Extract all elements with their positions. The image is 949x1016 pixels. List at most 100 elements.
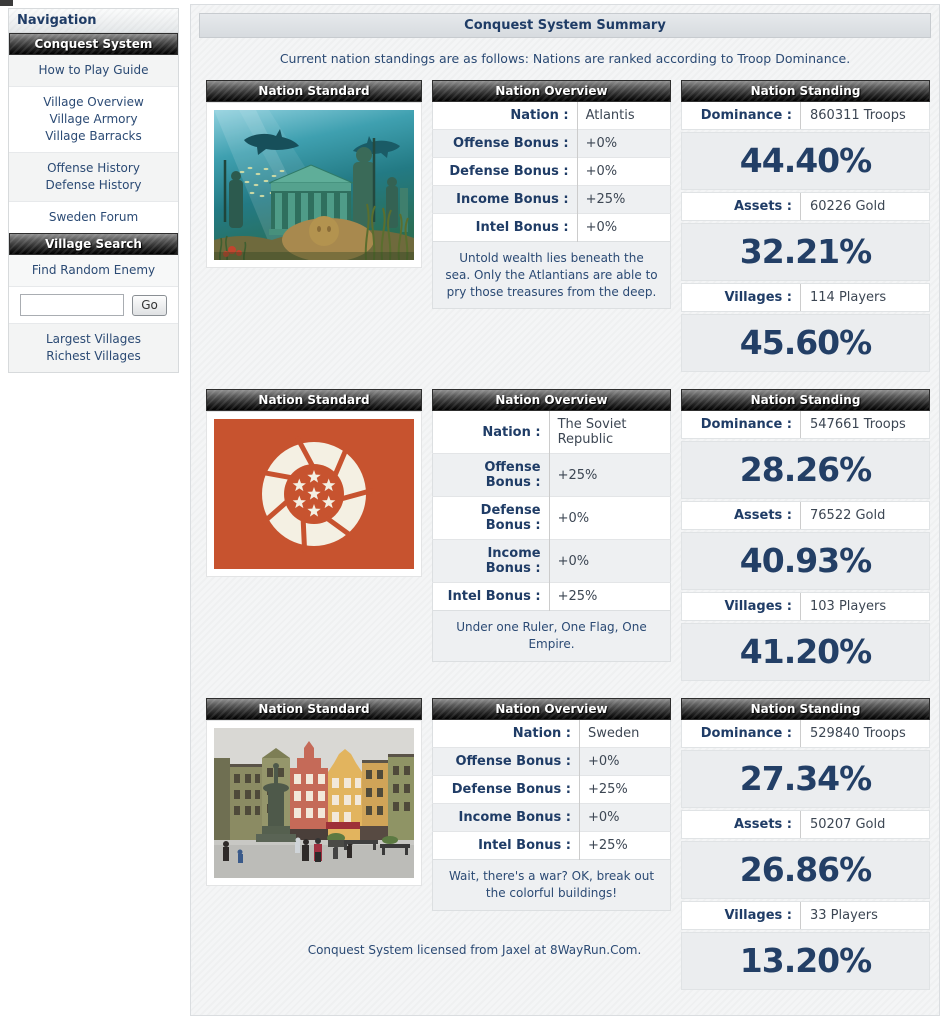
defense-bonus-value: +0%: [577, 157, 671, 186]
dominance-label: Dominance :: [682, 720, 801, 747]
sidebar-item-find-random-enemy[interactable]: Find Random Enemy: [9, 255, 178, 286]
nation-row-soviet-republic: Nation Standard: [206, 389, 931, 681]
sidebar-group-village-links: Village Overview Village Armory Village …: [9, 86, 178, 152]
assets-label: Assets :: [682, 193, 801, 220]
summary-subtitle: Current nation standings are as follows:…: [279, 51, 851, 66]
offense-bonus-label: Offense Bonus :: [432, 747, 580, 776]
villages-row: Villages : 114 Players: [681, 283, 930, 312]
dominance-value: 529840 Troops: [810, 726, 906, 741]
navigation-sidebar: Navigation Conquest System How to Play G…: [8, 8, 179, 373]
intel-bonus-value: +0%: [577, 213, 671, 242]
nation-label: Nation :: [432, 411, 550, 454]
nation-standing-header: Nation Standing: [681, 389, 930, 411]
offense-bonus-value: +0%: [577, 129, 671, 158]
sidebar-title: Navigation: [9, 9, 178, 33]
offense-history-link[interactable]: Offense History: [47, 161, 140, 175]
village-armory-link[interactable]: Village Armory: [49, 112, 138, 126]
dominance-row: Dominance : 860311 Troops: [681, 102, 930, 130]
defense-history-link[interactable]: Defense History: [45, 178, 142, 192]
villages-percentage: 13.20%: [681, 932, 930, 990]
nation-label: Nation :: [432, 720, 580, 748]
nation-standard-header: Nation Standard: [206, 80, 422, 102]
page-title: Conquest System Summary: [199, 13, 931, 38]
assets-percentage: 32.21%: [681, 223, 930, 281]
nation-standing-header: Nation Standing: [681, 698, 930, 720]
standard-panel: Nation Standard: [206, 698, 422, 886]
villages-percentage: 45.60%: [681, 314, 930, 372]
page-corner-notch: [0, 0, 13, 6]
assets-label: Assets :: [682, 502, 801, 529]
sidebar-item-how-to-play[interactable]: How to Play Guide: [9, 55, 178, 86]
offense-bonus-label: Offense Bonus :: [432, 129, 578, 158]
income-bonus-value: +0%: [579, 803, 671, 832]
soviet-republic-standard-image: [206, 411, 422, 577]
standing-panel: Nation Standing Dominance : 860311 Troop…: [681, 80, 930, 372]
assets-label: Assets :: [682, 811, 801, 838]
assets-row: Assets : 60226 Gold: [681, 192, 930, 221]
assets-value: 76522 Gold: [810, 508, 886, 523]
conquest-summary-panel: Conquest System Summary Current nation s…: [190, 4, 940, 1016]
orange-aperture-stars-flag: [214, 419, 414, 569]
nation-standard-header: Nation Standard: [206, 389, 422, 411]
dominance-value: 547661 Troops: [810, 417, 906, 432]
income-bonus-label: Income Bonus :: [432, 539, 550, 583]
nation-value: Sweden: [587, 726, 640, 741]
overview-panel: Nation Overview Nation : The Soviet Repub…: [432, 389, 671, 662]
sidebar-item-forum[interactable]: Sweden Forum: [9, 201, 178, 233]
nation-value: The Soviet Republic: [557, 417, 627, 447]
villages-value: 114 Players: [810, 290, 887, 305]
search-go-button[interactable]: Go: [132, 294, 167, 316]
find-random-enemy-link[interactable]: Find Random Enemy: [31, 263, 156, 277]
nation-description: Under one Ruler, One Flag, One Empire.: [432, 610, 671, 662]
intel-bonus-label: Intel Bonus :: [432, 831, 580, 860]
largest-villages-link[interactable]: Largest Villages: [45, 332, 142, 346]
atlantis-standard-image: [206, 102, 422, 268]
villages-row: Villages : 33 Players: [681, 901, 930, 930]
nation-overview-table: Nation : Sweden Offense Bonus : +0% Defens…: [432, 720, 671, 911]
assets-value: 50207 Gold: [810, 817, 886, 832]
nation-overview-table: Nation : Atlantis Offense Bonus : +0% Defe…: [432, 102, 671, 310]
intel-bonus-label: Intel Bonus :: [432, 582, 550, 611]
defense-bonus-value: +25%: [579, 775, 671, 804]
sweden-forum-link[interactable]: Sweden Forum: [48, 210, 139, 224]
how-to-play-link[interactable]: How to Play Guide: [38, 63, 149, 77]
nation-description: Wait, there's a war? OK, break out the c…: [432, 859, 671, 911]
dominance-label: Dominance :: [682, 102, 801, 129]
defense-bonus-value: +0%: [549, 496, 671, 540]
assets-value: 60226 Gold: [810, 199, 886, 214]
sidebar-section-village-search: Village Search: [9, 233, 178, 255]
overview-panel: Nation Overview Nation : Atlantis Offense…: [432, 80, 671, 310]
nation-standard-header: Nation Standard: [206, 698, 422, 720]
defense-bonus-label: Defense Bonus :: [432, 496, 550, 540]
income-bonus-value: +0%: [549, 539, 671, 583]
dominance-percentage: 27.34%: [681, 750, 930, 808]
village-barracks-link[interactable]: Village Barracks: [45, 129, 142, 143]
villages-label: Villages :: [682, 284, 801, 311]
assets-percentage: 40.93%: [681, 532, 930, 590]
nation-value: Atlantis: [585, 108, 635, 123]
dominance-row: Dominance : 529840 Troops: [681, 720, 930, 748]
villages-percentage: 41.20%: [681, 623, 930, 681]
village-search-form: Go: [9, 286, 178, 323]
standard-panel: Nation Standard: [206, 80, 422, 268]
offense-bonus-value: +25%: [549, 453, 671, 497]
village-search-input[interactable]: [20, 294, 125, 316]
assets-row: Assets : 76522 Gold: [681, 501, 930, 530]
villages-row: Villages : 103 Players: [681, 592, 930, 621]
richest-villages-link[interactable]: Richest Villages: [46, 349, 141, 363]
income-bonus-value: +25%: [577, 185, 671, 214]
intel-bonus-label: Intel Bonus :: [432, 213, 578, 242]
dominance-percentage: 28.26%: [681, 441, 930, 499]
standard-panel: Nation Standard: [206, 389, 422, 577]
sidebar-section-conquest-system: Conquest System: [9, 33, 178, 55]
nation-description: Untold wealth lies beneath the sea. Only…: [432, 240, 671, 309]
assets-percentage: 26.86%: [681, 841, 930, 899]
nation-row-atlantis: Nation Standard: [206, 80, 931, 372]
nation-standing-header: Nation Standing: [681, 80, 930, 102]
village-overview-link[interactable]: Village Overview: [43, 95, 144, 109]
nation-overview-header: Nation Overview: [432, 389, 671, 411]
defense-bonus-label: Defense Bonus :: [432, 775, 580, 804]
income-bonus-label: Income Bonus :: [432, 185, 578, 214]
sidebar-group-history-links: Offense History Defense History: [9, 152, 178, 201]
dominance-value: 860311 Troops: [810, 108, 906, 123]
